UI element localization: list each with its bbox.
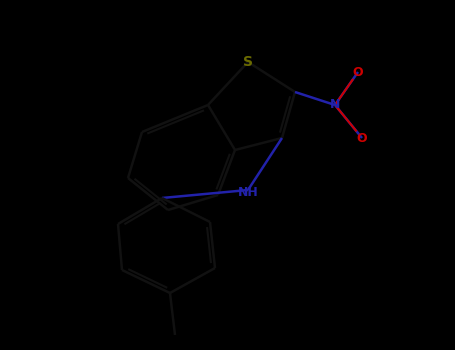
Text: O: O [353, 65, 363, 78]
Text: NH: NH [238, 186, 258, 198]
Text: O: O [357, 132, 367, 145]
Text: S: S [243, 55, 253, 69]
Text: N: N [330, 98, 340, 112]
